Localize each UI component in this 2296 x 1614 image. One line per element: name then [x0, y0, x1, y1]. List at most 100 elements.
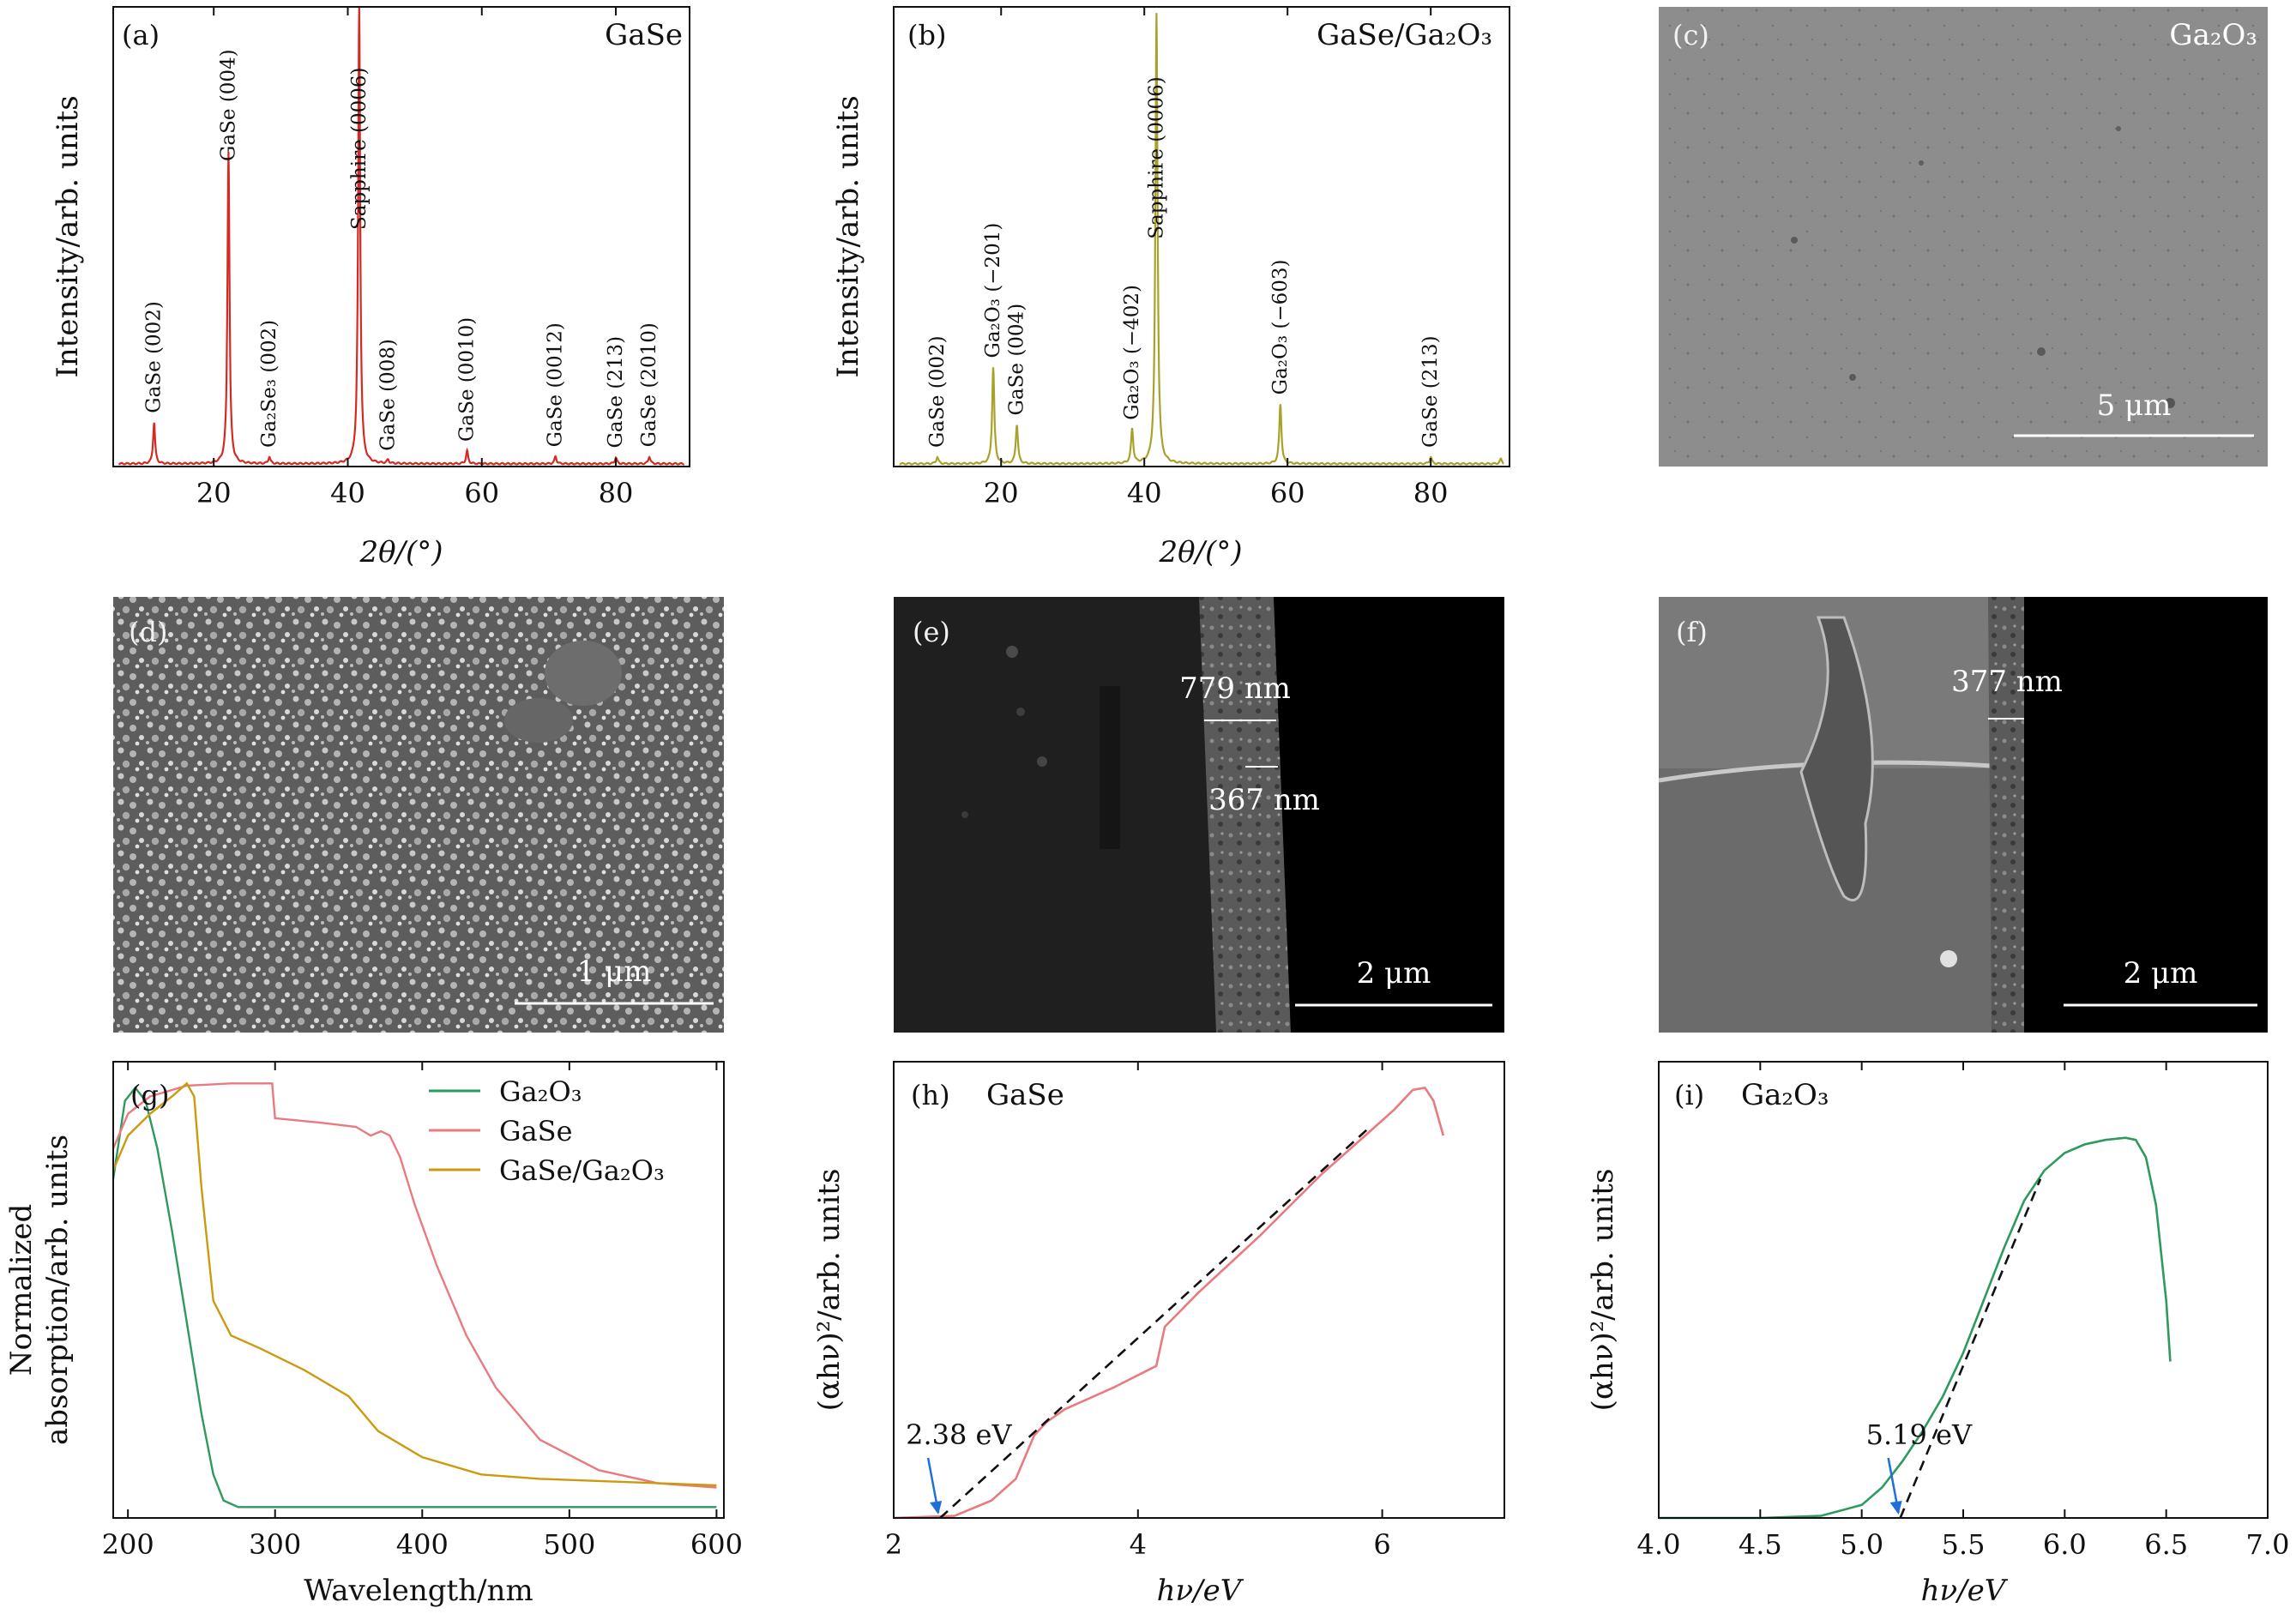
tauc-curve — [1659, 1136, 2172, 1520]
peak-annotation: GaSe (213) — [1419, 335, 1442, 448]
y-axis-label-g-line1: Normalized — [4, 1204, 39, 1376]
panel-label-a: (a) — [122, 19, 160, 51]
panel-label-h: (h) — [911, 1079, 950, 1111]
linear-fit-line — [939, 1126, 1371, 1519]
x-tick-label: 60 — [464, 477, 499, 509]
panel-d-sem-image: (d) 1 μm — [113, 597, 724, 1033]
bandgap-label: 5.19 eV — [1866, 1418, 1973, 1451]
peak-annotation: GaSe (002) — [926, 335, 949, 448]
panel-label-d: (d) — [129, 616, 167, 648]
panel-h: 2 4 6 2.38 eV (h) GaSe (αhν)²/arb. units hν… — [812, 1061, 1505, 1608]
x-tick-label: 4 — [1130, 1528, 1147, 1561]
x-tick-label: 300 — [249, 1528, 301, 1561]
corner-label-i: Ga₂O₃ — [1741, 1078, 1829, 1112]
legend-g: Ga₂O₃ GaSe GaSe/Ga₂O₃ — [429, 1075, 665, 1187]
peak-annotation: GaSe (004) — [217, 49, 239, 161]
panel-label-g: (g) — [130, 1079, 169, 1111]
scale-label-c: 5 μm — [2097, 388, 2172, 423]
x-tick-label: 400 — [396, 1528, 449, 1561]
x-axis-label-h: hν/eV — [1157, 1574, 1244, 1608]
panel-g: 200 300 400 500 600 (g) Ga₂O₃ GaSe GaSe/Ga₂O… — [4, 1061, 743, 1608]
peak-annotation: Sapphire (0006) — [348, 68, 371, 230]
panel-label-f: (f) — [1676, 616, 1708, 648]
plot-frame-g — [112, 1061, 725, 1519]
peak-annotation: GaSe (213) — [605, 336, 627, 449]
xrd-curve — [899, 13, 1504, 466]
x-tick-label: 6 — [1373, 1528, 1390, 1561]
y-axis-label-i: (αhν)²/arb. units — [1586, 1169, 1620, 1412]
sem-image-c — [1659, 7, 2268, 467]
x-tick-label: 6.0 — [2043, 1528, 2087, 1561]
x-tick-label: 6.5 — [2144, 1528, 2188, 1561]
scale-label-e: 2 μm — [1357, 956, 1431, 991]
x-tick-label: 4.0 — [1637, 1528, 1681, 1561]
x-axis-label-g: Wavelength/nm — [304, 1574, 533, 1608]
x-axis-label-a: 2θ/(°) — [359, 535, 443, 569]
x-tick-label: 60 — [1270, 477, 1305, 509]
bandgap-label: 2.38 eV — [906, 1418, 1012, 1451]
y-axis-label-b: Intensity/arb. units — [831, 95, 865, 377]
sem-image-d — [113, 597, 724, 1033]
panel-f-sem-image: (f) 377 nm 2 μm — [1658, 597, 2268, 1033]
peak-annotation: Sapphire (0006) — [1145, 76, 1167, 238]
x-tick-label: 2 — [885, 1528, 902, 1561]
legend-label-gase-ga2o3: GaSe/Ga₂O₃ — [499, 1154, 665, 1187]
xrd-plot-gase: 20 40 60 80 GaSe (002) GaSe (004) Ga₂Se₃ (002)… — [118, 6, 685, 509]
panel-i: 4.0 4.5 5.0 5.5 6.0 6.5 7.0 5.19 eV (i) Ga₂O₃ (… — [1586, 1061, 2290, 1608]
panel-b: 20 40 60 80 GaSe (002) Ga₂O₃ (−201)GaSe (004)… — [831, 6, 1510, 569]
x-axis-label-i: hν/eV — [1921, 1574, 2009, 1608]
absorption-plot: 200 300 400 500 600 — [102, 1062, 743, 1561]
x-tick-label: 4.5 — [1739, 1528, 1782, 1561]
y-axis-label-h: (αhν)²/arb. units — [812, 1169, 847, 1412]
peak-annotation: Ga₂O₃ (−603) — [1269, 260, 1292, 395]
plot-frame-a — [112, 6, 690, 467]
film-cross-section-e — [1199, 597, 1291, 1033]
peak-annotation: Ga₂O₃ (−201) — [982, 223, 1004, 358]
panel-e-sem-image: (e) 779 nm 367 nm 2 μm — [894, 597, 1504, 1033]
absorption-curve-2 — [111, 1081, 717, 1487]
panel-label-i: (i) — [1674, 1079, 1704, 1111]
x-axis-label-b: 2θ/(°) — [1158, 535, 1242, 569]
x-tick-label: 200 — [102, 1528, 154, 1561]
peak-annotation: Ga₂O₃ (−402) — [1121, 285, 1143, 420]
legend-label-gase: GaSe — [499, 1115, 573, 1147]
legend-label-ga2o3: Ga₂O₃ — [499, 1075, 582, 1108]
peak-annotation: GaSe (004) — [1006, 304, 1028, 416]
corner-label-b: GaSe/Ga₂O₃ — [1317, 18, 1492, 52]
xrd-curve — [118, 6, 685, 466]
peak-annotation: GaSe (008) — [377, 339, 399, 451]
x-tick-label: 20 — [196, 477, 232, 509]
peak-annotation: GaSe (2010) — [638, 322, 660, 447]
film-cross-section-f — [1988, 597, 2029, 1033]
bandgap-arrow-head — [930, 1501, 943, 1515]
y-axis-label-g-line2: absorption/arb. units — [40, 1135, 75, 1445]
absorption-curve-0 — [111, 1086, 717, 1509]
x-tick-label: 500 — [543, 1528, 595, 1561]
tauc-plot-ga2o3: 4.0 4.5 5.0 5.5 6.0 6.5 7.0 5.19 eV — [1637, 1062, 2290, 1561]
peak-annotation: Ga₂Se₃ (002) — [258, 320, 280, 448]
thickness-label-779: 779 nm — [1179, 671, 1291, 706]
x-tick-label: 5.5 — [1942, 1528, 1986, 1561]
x-tick-label: 600 — [690, 1528, 743, 1561]
panel-a: 20 40 60 80 GaSe (002) GaSe (004) Ga₂Se₃ (002)… — [51, 6, 690, 569]
y-axis-label-a: Intensity/arb. units — [51, 95, 85, 377]
corner-label-h: GaSe — [986, 1078, 1064, 1112]
corner-label-a: GaSe — [605, 18, 683, 52]
panel-label-c: (c) — [1672, 19, 1709, 51]
scale-label-d: 1 μm — [577, 955, 652, 989]
x-tick-label: 80 — [1413, 477, 1449, 509]
thickness-label-377: 377 nm — [1951, 665, 2063, 699]
plot-frame-b — [893, 6, 1510, 467]
tauc-curve — [893, 1086, 1445, 1520]
linear-fit-line — [1899, 1178, 2042, 1519]
panel-label-b: (b) — [907, 19, 946, 51]
peak-annotation: GaSe (002) — [143, 301, 166, 413]
plot-frame-i — [1658, 1061, 2269, 1519]
x-tick-label: 7.0 — [2246, 1528, 2290, 1561]
tauc-plot-gase: 2 4 6 2.38 eV — [885, 1062, 1445, 1561]
x-tick-label: 5.0 — [1840, 1528, 1883, 1561]
peak-annotation: GaSe (0010) — [456, 317, 479, 442]
x-tick-label: 40 — [330, 477, 365, 509]
x-tick-label: 20 — [984, 477, 1019, 509]
